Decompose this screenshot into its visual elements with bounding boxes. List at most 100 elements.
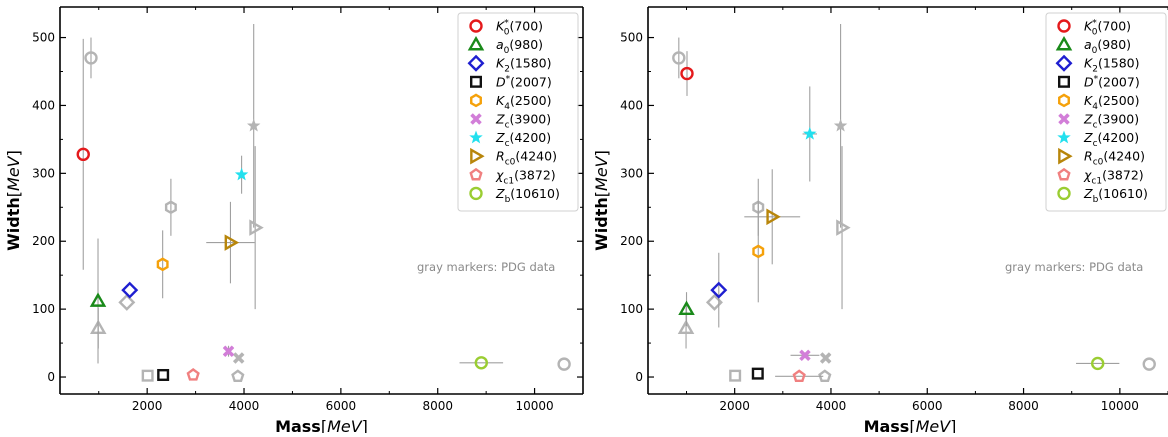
legend-label: χc1(3872)	[495, 167, 556, 186]
legend-item-5: K4(2500)	[470, 93, 552, 112]
legend-marker	[1057, 130, 1071, 144]
legend: K* 0(700)a0(980)K2(1580)D*(2007)K4(2500)Z…	[1045, 12, 1167, 212]
x-axis-label: Mass[MeV]	[864, 417, 957, 433]
chart-panel-2: 2000 4000 6000 8000 10000 0 100 200 300 400 500 Mas…	[592, 6, 1168, 436]
legend-label: Zc(3900)	[495, 112, 551, 131]
x-tick-label: 4000	[816, 399, 847, 413]
pdg-annotation: gray markers: PDG data	[417, 260, 555, 274]
pdg-point	[246, 118, 261, 132]
pdg-point	[820, 352, 832, 364]
pdg-point	[729, 369, 742, 382]
y-tick-label: 400	[620, 98, 643, 112]
legend-label: K4(2500)	[1084, 93, 1140, 112]
y-tick-label: 300	[620, 166, 643, 180]
legend-item-9: χc1(3872)	[469, 167, 556, 186]
pdg-point	[557, 357, 571, 371]
legend-marker	[470, 75, 483, 88]
x-tick-label: 2000	[132, 399, 163, 413]
pdg-point	[164, 200, 177, 215]
legend-label: K* 0(700)	[496, 19, 543, 38]
legend-item-8: Rc0(4240)	[470, 147, 557, 168]
axis-ticks: 2000 4000 6000 8000 10000 0 100 200 300 400 500	[620, 7, 1168, 413]
legend-item-7: Zc(4200)	[1057, 130, 1139, 149]
y-tick-label: 200	[620, 234, 643, 248]
x-tick-label: 2000	[719, 399, 750, 413]
series-point-5	[156, 257, 169, 272]
legend-label: D*(2007)	[496, 74, 552, 89]
pdg-point	[833, 118, 848, 132]
legend-item-10: Zb(10610)	[469, 186, 560, 205]
legend-label: χc1(3872)	[1083, 167, 1144, 186]
legend-item-6: Zc(3900)	[470, 112, 551, 131]
legend: K* 0(700)a0(980)K2(1580)D*(2007)K4(2500)Z…	[457, 12, 579, 212]
pdg-point	[84, 51, 98, 65]
legend-marker	[470, 113, 482, 125]
series-point-4	[751, 367, 764, 380]
x-tick-label: 4000	[229, 399, 260, 413]
legend-marker	[1057, 75, 1070, 88]
legend-marker	[469, 186, 483, 201]
legend-item-9: χc1(3872)	[1057, 167, 1144, 186]
y-tick-label: 200	[32, 234, 55, 248]
y-axis-label: Width[MeV]	[592, 150, 611, 251]
pdg-point	[677, 319, 695, 334]
legend-label: K4(2500)	[496, 93, 552, 112]
x-tick-label: 10000	[1101, 399, 1139, 413]
legend-marker	[1055, 54, 1073, 72]
axis-ticks: 2000 4000 6000 8000 10000 0 100 200 300 400 500	[32, 7, 584, 413]
legend-marker	[467, 35, 485, 51]
legend-label: a0(980)	[496, 37, 543, 56]
series-point-8	[224, 234, 240, 251]
legend-box	[457, 12, 579, 212]
pdg-annotation: gray markers: PDG data	[1005, 260, 1143, 274]
y-tick-label: 0	[635, 370, 643, 384]
legend-marker	[1058, 147, 1073, 165]
legend-marker	[1057, 167, 1071, 181]
legend-label: Zc(3900)	[1083, 112, 1139, 131]
legend-label: a0(980)	[1084, 37, 1131, 56]
legend-item-1: K* 0(700)	[469, 19, 543, 38]
legend-item-8: Rc0(4240)	[1058, 147, 1145, 168]
y-tick-label: 500	[620, 31, 643, 45]
x-tick-label: 6000	[912, 399, 943, 413]
series-point-3	[121, 281, 139, 299]
pdg-point	[118, 293, 136, 311]
legend-item-4: D*(2007)	[470, 74, 552, 89]
legend-item-6: Zc(3900)	[1058, 112, 1139, 131]
series-point-9	[186, 368, 200, 381]
legend-item-3: K2(1580)	[1055, 54, 1140, 75]
chart-panel-1: 2000 4000 6000 8000 10000 0 100 200 300 400 500 Mas…	[4, 6, 584, 436]
series-point-6	[222, 345, 235, 357]
legend-label: Rc0(4240)	[496, 149, 557, 168]
series-point-3	[710, 281, 728, 299]
legend-marker	[469, 130, 483, 144]
y-axis-label: Width[MeV]	[4, 150, 23, 251]
series-point-9	[792, 369, 806, 382]
axes-frame	[59, 6, 584, 395]
x-tick-label: 8000	[1008, 399, 1039, 413]
legend-marker	[1057, 19, 1071, 33]
legend-item-2: a0(980)	[467, 35, 543, 56]
legend-item-5: K4(2500)	[1058, 93, 1140, 112]
y-tick-label: 100	[32, 302, 55, 316]
legend-label: Zb(10610)	[495, 186, 560, 205]
series-point-6	[799, 349, 811, 361]
series-point-7	[803, 126, 817, 140]
y-tick-label: 500	[32, 31, 55, 45]
legend-marker	[470, 147, 485, 165]
legend-label: K* 0(700)	[1084, 19, 1131, 38]
series-point-10	[1091, 356, 1105, 371]
pdg-point	[818, 369, 832, 382]
legend-label: Zc(4200)	[495, 130, 551, 149]
legend-label: Rc0(4240)	[1084, 149, 1145, 168]
x-tick-label: 8000	[422, 399, 453, 413]
legend-item-10: Zb(10610)	[1057, 186, 1148, 205]
series-point-1	[680, 66, 694, 81]
pdg-point	[672, 51, 686, 65]
legend-label: Zc(4200)	[1083, 130, 1139, 149]
pdg-point	[231, 369, 245, 382]
legend-item-3: K2(1580)	[467, 54, 552, 75]
y-tick-label: 400	[32, 98, 55, 112]
